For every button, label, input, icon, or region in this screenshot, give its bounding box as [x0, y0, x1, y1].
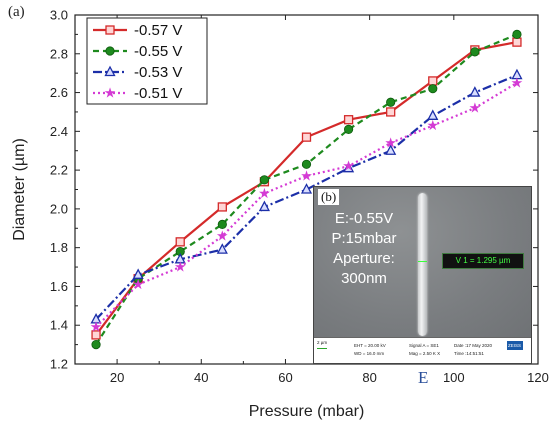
- series-2-point-1: [132, 268, 144, 279]
- panel-b-label: (b): [318, 189, 340, 205]
- series-2-point-2: [174, 252, 186, 264]
- series-3-point-6: ★: [342, 159, 355, 175]
- series-1-point-6: [343, 124, 354, 134]
- series-0-point-7: [386, 107, 396, 117]
- y-tick-label-3: 1.8: [50, 240, 68, 255]
- series-1-point-8: [428, 84, 438, 94]
- series-1-point-0: [91, 340, 101, 350]
- y-axis-label: Diameter (µm): [11, 138, 28, 241]
- legend-marker-3: ★: [104, 86, 117, 102]
- x-tick-label-1: 40: [194, 370, 208, 385]
- series-0-point-0: [91, 330, 101, 340]
- nanowire-rod: [418, 193, 427, 336]
- legend-label-3: -0.51 V: [134, 85, 182, 102]
- inset-line-aperture-size: 300nm: [341, 270, 387, 287]
- series-2-point-7: [385, 144, 397, 155]
- series-0-point-8: [428, 76, 438, 86]
- series-1-point-4: [259, 175, 270, 185]
- inset-line-pressure: P:15mbar: [331, 230, 397, 247]
- series-2-point-3: [216, 243, 228, 254]
- info-date: Date :17 May 2020: [454, 343, 493, 348]
- series-1-point-5: [301, 159, 312, 169]
- x-tick-label-4: 100: [443, 370, 465, 385]
- series-2-point-8: [427, 109, 439, 120]
- series-line-3: [95, 81, 518, 328]
- zeiss-logo: ZEISS: [507, 341, 523, 350]
- series-line-2: [95, 74, 518, 321]
- x-tick-label-0: 20: [110, 370, 124, 385]
- series-3-point-1: ★: [132, 277, 145, 293]
- series-3-point-8: ★: [426, 118, 439, 134]
- bottom-mark: E: [418, 368, 429, 387]
- series-3-point-10: ★: [511, 75, 524, 91]
- series-2-point-0: [90, 313, 102, 324]
- series-2-point-10: [511, 68, 523, 80]
- series-2-point-4: [258, 200, 270, 212]
- series-0-point-6: [343, 115, 354, 125]
- series-2-point-9: [469, 86, 481, 97]
- series-3-point-3: ★: [216, 229, 229, 245]
- y-tick-label-8: 2.8: [50, 46, 68, 61]
- x-tick-label-3: 80: [362, 370, 376, 385]
- panel-a-label: (a): [8, 4, 25, 20]
- info-signal: Signal A = SE1: [409, 343, 439, 348]
- series-2-point-5: [300, 183, 313, 194]
- y-tick-label-4: 2.0: [50, 201, 68, 216]
- series-2-point-6: [343, 161, 355, 173]
- y-tick-label-1: 1.4: [50, 318, 68, 333]
- series-0-point-5: [301, 132, 312, 142]
- legend-label-1: -0.55 V: [134, 43, 182, 60]
- measurement-line: [418, 261, 427, 262]
- series-0-point-3: [217, 202, 227, 212]
- y-tick-label-2: 1.6: [50, 279, 68, 294]
- legend-marker-1: [105, 46, 115, 56]
- series-2: [90, 68, 523, 324]
- series-1-point-7: [386, 97, 396, 107]
- series-3: ★ ★ ★ ★ ★ ★ ★ ★ ★ ★ ★: [90, 75, 523, 335]
- series-3-point-9: ★: [469, 101, 482, 117]
- y-tick-label-9: 3.0: [50, 8, 68, 23]
- info-wd: WD = 16.0 mm: [354, 351, 385, 356]
- legend-marker-0: [105, 25, 115, 35]
- series-1-point-10: [512, 29, 522, 39]
- sem-info-bar: 2 µm EHT = 20.00 kV WD = 16.0 mm Signal …: [314, 337, 531, 363]
- x-tick-label-2: 60: [278, 370, 292, 385]
- inset-line-electric: E:-0.55V: [334, 210, 394, 227]
- zeiss-logo-text: ZEISS: [508, 343, 522, 348]
- info-mag: Mag = 2.50 K X: [409, 351, 441, 356]
- chart-axes: 20 40 60 80 100 120 1.2 1.4 1.6 1.8 2.0 2.2 2.4 2.6 2.…: [50, 8, 549, 386]
- scale-label: 2 µm: [317, 340, 328, 345]
- y-tick-label-5: 2.2: [50, 163, 68, 178]
- series-3-point-4: ★: [258, 186, 271, 202]
- x-axis-label: Pressure (mbar): [249, 403, 365, 420]
- legend-label-0: -0.57 V: [134, 22, 182, 39]
- series-3-point-0: ★: [90, 320, 103, 336]
- x-tick-label-5: 120: [527, 370, 549, 385]
- chart-series: ★ ★ ★ ★ ★ ★ ★ ★ ★ ★ ★: [90, 29, 523, 350]
- info-eht: EHT = 20.00 kV: [354, 343, 386, 348]
- inset-line-aperture: Aperture:: [333, 250, 395, 267]
- y-tick-label-0: 1.2: [50, 357, 68, 372]
- series-3-point-2: ★: [174, 260, 187, 276]
- series-0-point-10: [512, 37, 522, 47]
- series-0-point-2: [175, 237, 185, 247]
- y-tick-label-6: 2.4: [50, 124, 68, 139]
- series-1-point-9: [470, 47, 480, 57]
- sem-inset-image: V 1 = 1.295 µm (b) E:-0.55V P:15mbar Ape…: [313, 186, 532, 364]
- series-3-point-7: ★: [384, 135, 397, 151]
- info-time: Time :14:51:51: [454, 351, 484, 356]
- series-3-point-5: ★: [300, 168, 313, 184]
- chart-legend: -0.57 V -0.55 V -0.53 V ★ -0.51 V: [86, 17, 208, 105]
- legend-label-2: -0.53 V: [134, 64, 182, 81]
- legend-marker-2: [104, 65, 116, 77]
- y-tick-label-7: 2.6: [50, 85, 68, 100]
- series-1-point-3: [217, 219, 227, 229]
- measurement-label: V 1 = 1.295 µm: [442, 253, 524, 269]
- scale-bar: [317, 348, 327, 349]
- series-1: [91, 29, 522, 350]
